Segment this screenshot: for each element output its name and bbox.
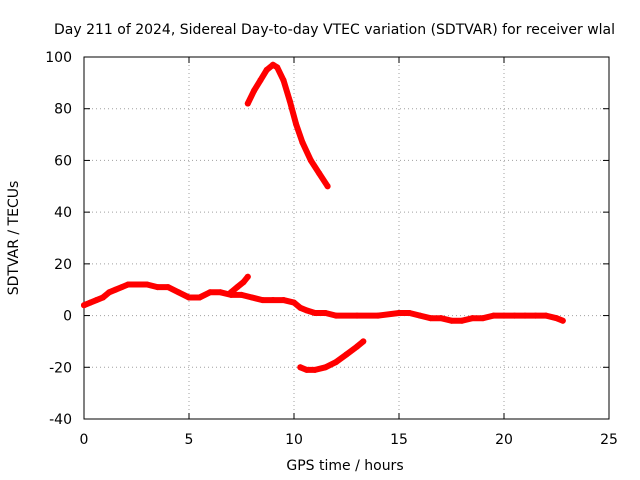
data-point [307, 157, 314, 164]
data-point [297, 364, 304, 371]
data-point [375, 312, 381, 319]
data-point [322, 309, 329, 316]
y-tick-label: 80 [54, 102, 72, 118]
data-point [93, 297, 100, 304]
data-point [280, 297, 287, 304]
data-point [559, 317, 566, 324]
data-point [553, 315, 560, 322]
data-point [165, 284, 171, 291]
data-point [99, 294, 106, 301]
data-point [238, 291, 245, 298]
chart-title: Day 211 of 2024, Sidereal Day-to-day VTE… [54, 22, 615, 38]
x-axis-title: GPS time / hours [286, 458, 403, 474]
data-point [106, 289, 113, 296]
data-point [360, 338, 367, 345]
data-point [406, 309, 413, 316]
data-point [322, 364, 329, 371]
data-point [324, 183, 331, 190]
data-point [207, 289, 213, 296]
data-point [280, 77, 287, 84]
data-point [234, 284, 241, 291]
x-tick-label: 5 [185, 432, 194, 448]
data-point [417, 312, 423, 319]
data-point [259, 297, 266, 304]
data-point [125, 281, 132, 288]
x-tick-label: 15 [390, 432, 408, 448]
data-point [312, 366, 318, 373]
data-point [291, 299, 297, 306]
data-point [438, 315, 444, 322]
data-point [532, 312, 539, 319]
x-tick-label: 0 [80, 432, 89, 448]
data-point [427, 315, 434, 322]
data-point [217, 289, 224, 296]
tick-labels: 0 5 10 15 20 25 -40 -20 0 20 40 60 80 100 [45, 50, 618, 448]
data-point [244, 273, 251, 280]
data-point [263, 66, 270, 73]
data-point [333, 312, 339, 319]
series-group [81, 61, 566, 373]
data-point [297, 304, 304, 311]
data-point [228, 289, 234, 296]
data-point [118, 284, 125, 291]
data-point [87, 299, 94, 306]
x-tick-label: 10 [285, 432, 303, 448]
data-point [299, 139, 306, 146]
y-tick-label: 40 [54, 205, 72, 221]
data-point [303, 366, 310, 373]
data-point [343, 351, 350, 358]
data-point [333, 359, 339, 366]
x-tick-label: 20 [495, 432, 513, 448]
data-point [244, 100, 251, 107]
y-tick-label: 0 [63, 309, 72, 325]
data-point [511, 312, 518, 319]
data-point [257, 77, 264, 84]
data-point [133, 281, 140, 288]
y-tick-label: 60 [54, 153, 72, 169]
y-tick-label: -40 [49, 412, 72, 428]
data-point [249, 294, 255, 301]
data-point [354, 343, 360, 350]
data-point [154, 284, 161, 291]
data-point [480, 315, 486, 322]
ticks [83, 56, 610, 420]
y-tick-label: 100 [45, 50, 72, 66]
data-point [112, 286, 119, 293]
y-tick-label: 20 [54, 257, 72, 273]
data-point [186, 294, 192, 301]
data-point [270, 297, 276, 304]
data-point [459, 317, 465, 324]
data-point [316, 170, 323, 177]
data-point [396, 309, 402, 316]
data-point [501, 312, 507, 319]
data-point [175, 289, 182, 296]
x-tick-label: 25 [600, 432, 618, 448]
data-point [303, 307, 310, 314]
data-point [469, 315, 476, 322]
data-point [240, 278, 247, 285]
data-point [251, 87, 258, 94]
plot-frame [83, 56, 610, 420]
data-point [543, 312, 549, 319]
data-point [312, 309, 318, 316]
y-axis-title: SDTVAR / TECUs [6, 181, 22, 296]
data-point [522, 312, 528, 319]
series-line-segment-spike [228, 273, 251, 296]
data-point [81, 302, 87, 309]
data-point [490, 312, 497, 319]
data-point [286, 97, 293, 104]
data-point [293, 121, 300, 128]
data-point [196, 294, 203, 301]
data-point [448, 317, 455, 324]
data-point [144, 281, 150, 288]
y-tick-label: -20 [49, 360, 72, 376]
data-point [354, 312, 360, 319]
data-point [274, 64, 281, 71]
